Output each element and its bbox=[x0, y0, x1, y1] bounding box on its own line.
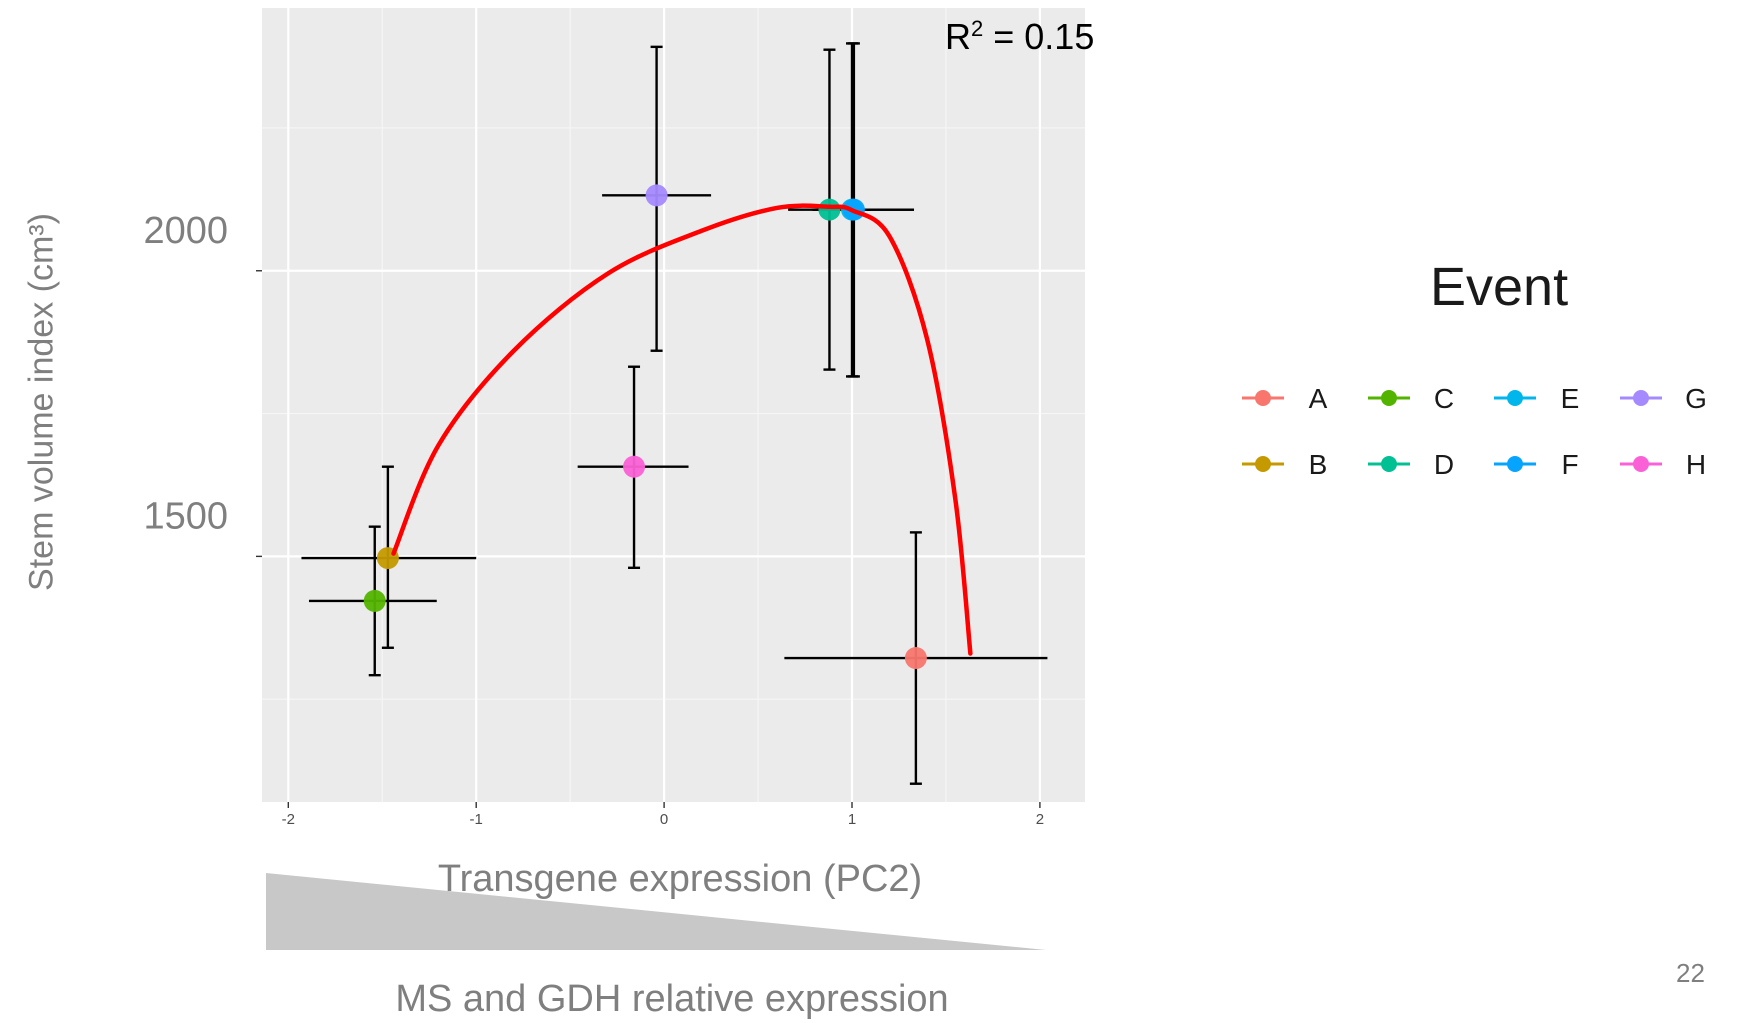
legend-key-point bbox=[1507, 390, 1523, 406]
legend-key-point bbox=[1381, 456, 1397, 472]
data-points bbox=[363, 184, 927, 670]
data-point-H bbox=[623, 455, 646, 478]
r-squared-annotation: R2 = 0.15 bbox=[945, 16, 1094, 58]
gradient-label: MS and GDH relative expression bbox=[395, 978, 949, 1020]
legend-key-point bbox=[1255, 456, 1271, 472]
legend-item-D: D bbox=[1368, 449, 1454, 480]
data-point-G bbox=[645, 184, 668, 207]
y-tick-label: 1500 bbox=[143, 495, 228, 537]
legend: A B C D E F G H bbox=[1242, 383, 1707, 480]
x-axis-title: Transgene expression (PC2) bbox=[437, 858, 923, 900]
r2-value: = 0.15 bbox=[983, 16, 1095, 57]
r2-superscript: 2 bbox=[971, 16, 984, 41]
legend-label: H bbox=[1686, 449, 1706, 480]
legend-item-C: C bbox=[1368, 383, 1454, 414]
legend-key-point bbox=[1507, 456, 1523, 472]
grid bbox=[262, 8, 1085, 802]
legend-label: D bbox=[1434, 449, 1454, 480]
data-point-C bbox=[363, 589, 386, 612]
x-tick-label: 2 bbox=[1036, 811, 1044, 828]
axes: -2 -1 0 1 2 1500 2000 bbox=[143, 210, 1044, 828]
expression-gradient-triangle bbox=[266, 873, 1046, 950]
legend-key-point bbox=[1255, 390, 1271, 406]
legend-label: G bbox=[1685, 383, 1707, 414]
x-tick-label: 1 bbox=[848, 811, 856, 828]
legend-label: B bbox=[1309, 449, 1328, 480]
data-point-D bbox=[818, 198, 841, 221]
legend-title: Event bbox=[1430, 257, 1569, 317]
legend-label: E bbox=[1561, 383, 1580, 414]
legend-item-G: G bbox=[1620, 383, 1707, 414]
legend-item-F: F bbox=[1494, 449, 1579, 480]
x-tick-label: 0 bbox=[660, 811, 668, 828]
y-axis-title: Stem volume index (cm³) bbox=[22, 213, 61, 591]
legend-item-H: H bbox=[1620, 449, 1706, 480]
legend-item-B: B bbox=[1242, 449, 1327, 480]
x-tick-label: -1 bbox=[470, 811, 483, 828]
legend-item-A: A bbox=[1242, 383, 1328, 414]
legend-label: C bbox=[1434, 383, 1454, 414]
legend-item-E: E bbox=[1494, 383, 1579, 414]
r2-prefix: R bbox=[945, 16, 971, 57]
fit-curve bbox=[391, 203, 973, 656]
legend-label: F bbox=[1561, 449, 1578, 480]
x-tick-label: -2 bbox=[282, 811, 295, 828]
legend-label: A bbox=[1309, 383, 1328, 414]
plot-background bbox=[262, 8, 1085, 802]
legend-key-point bbox=[1633, 456, 1649, 472]
data-point-A bbox=[904, 647, 927, 670]
page-number: 22 bbox=[1676, 958, 1705, 988]
fit-curve-line bbox=[391, 203, 973, 656]
plot-panel bbox=[262, 8, 1085, 802]
y-tick-label: 2000 bbox=[143, 210, 228, 252]
legend-key-point bbox=[1381, 390, 1397, 406]
legend-key-point bbox=[1633, 390, 1649, 406]
